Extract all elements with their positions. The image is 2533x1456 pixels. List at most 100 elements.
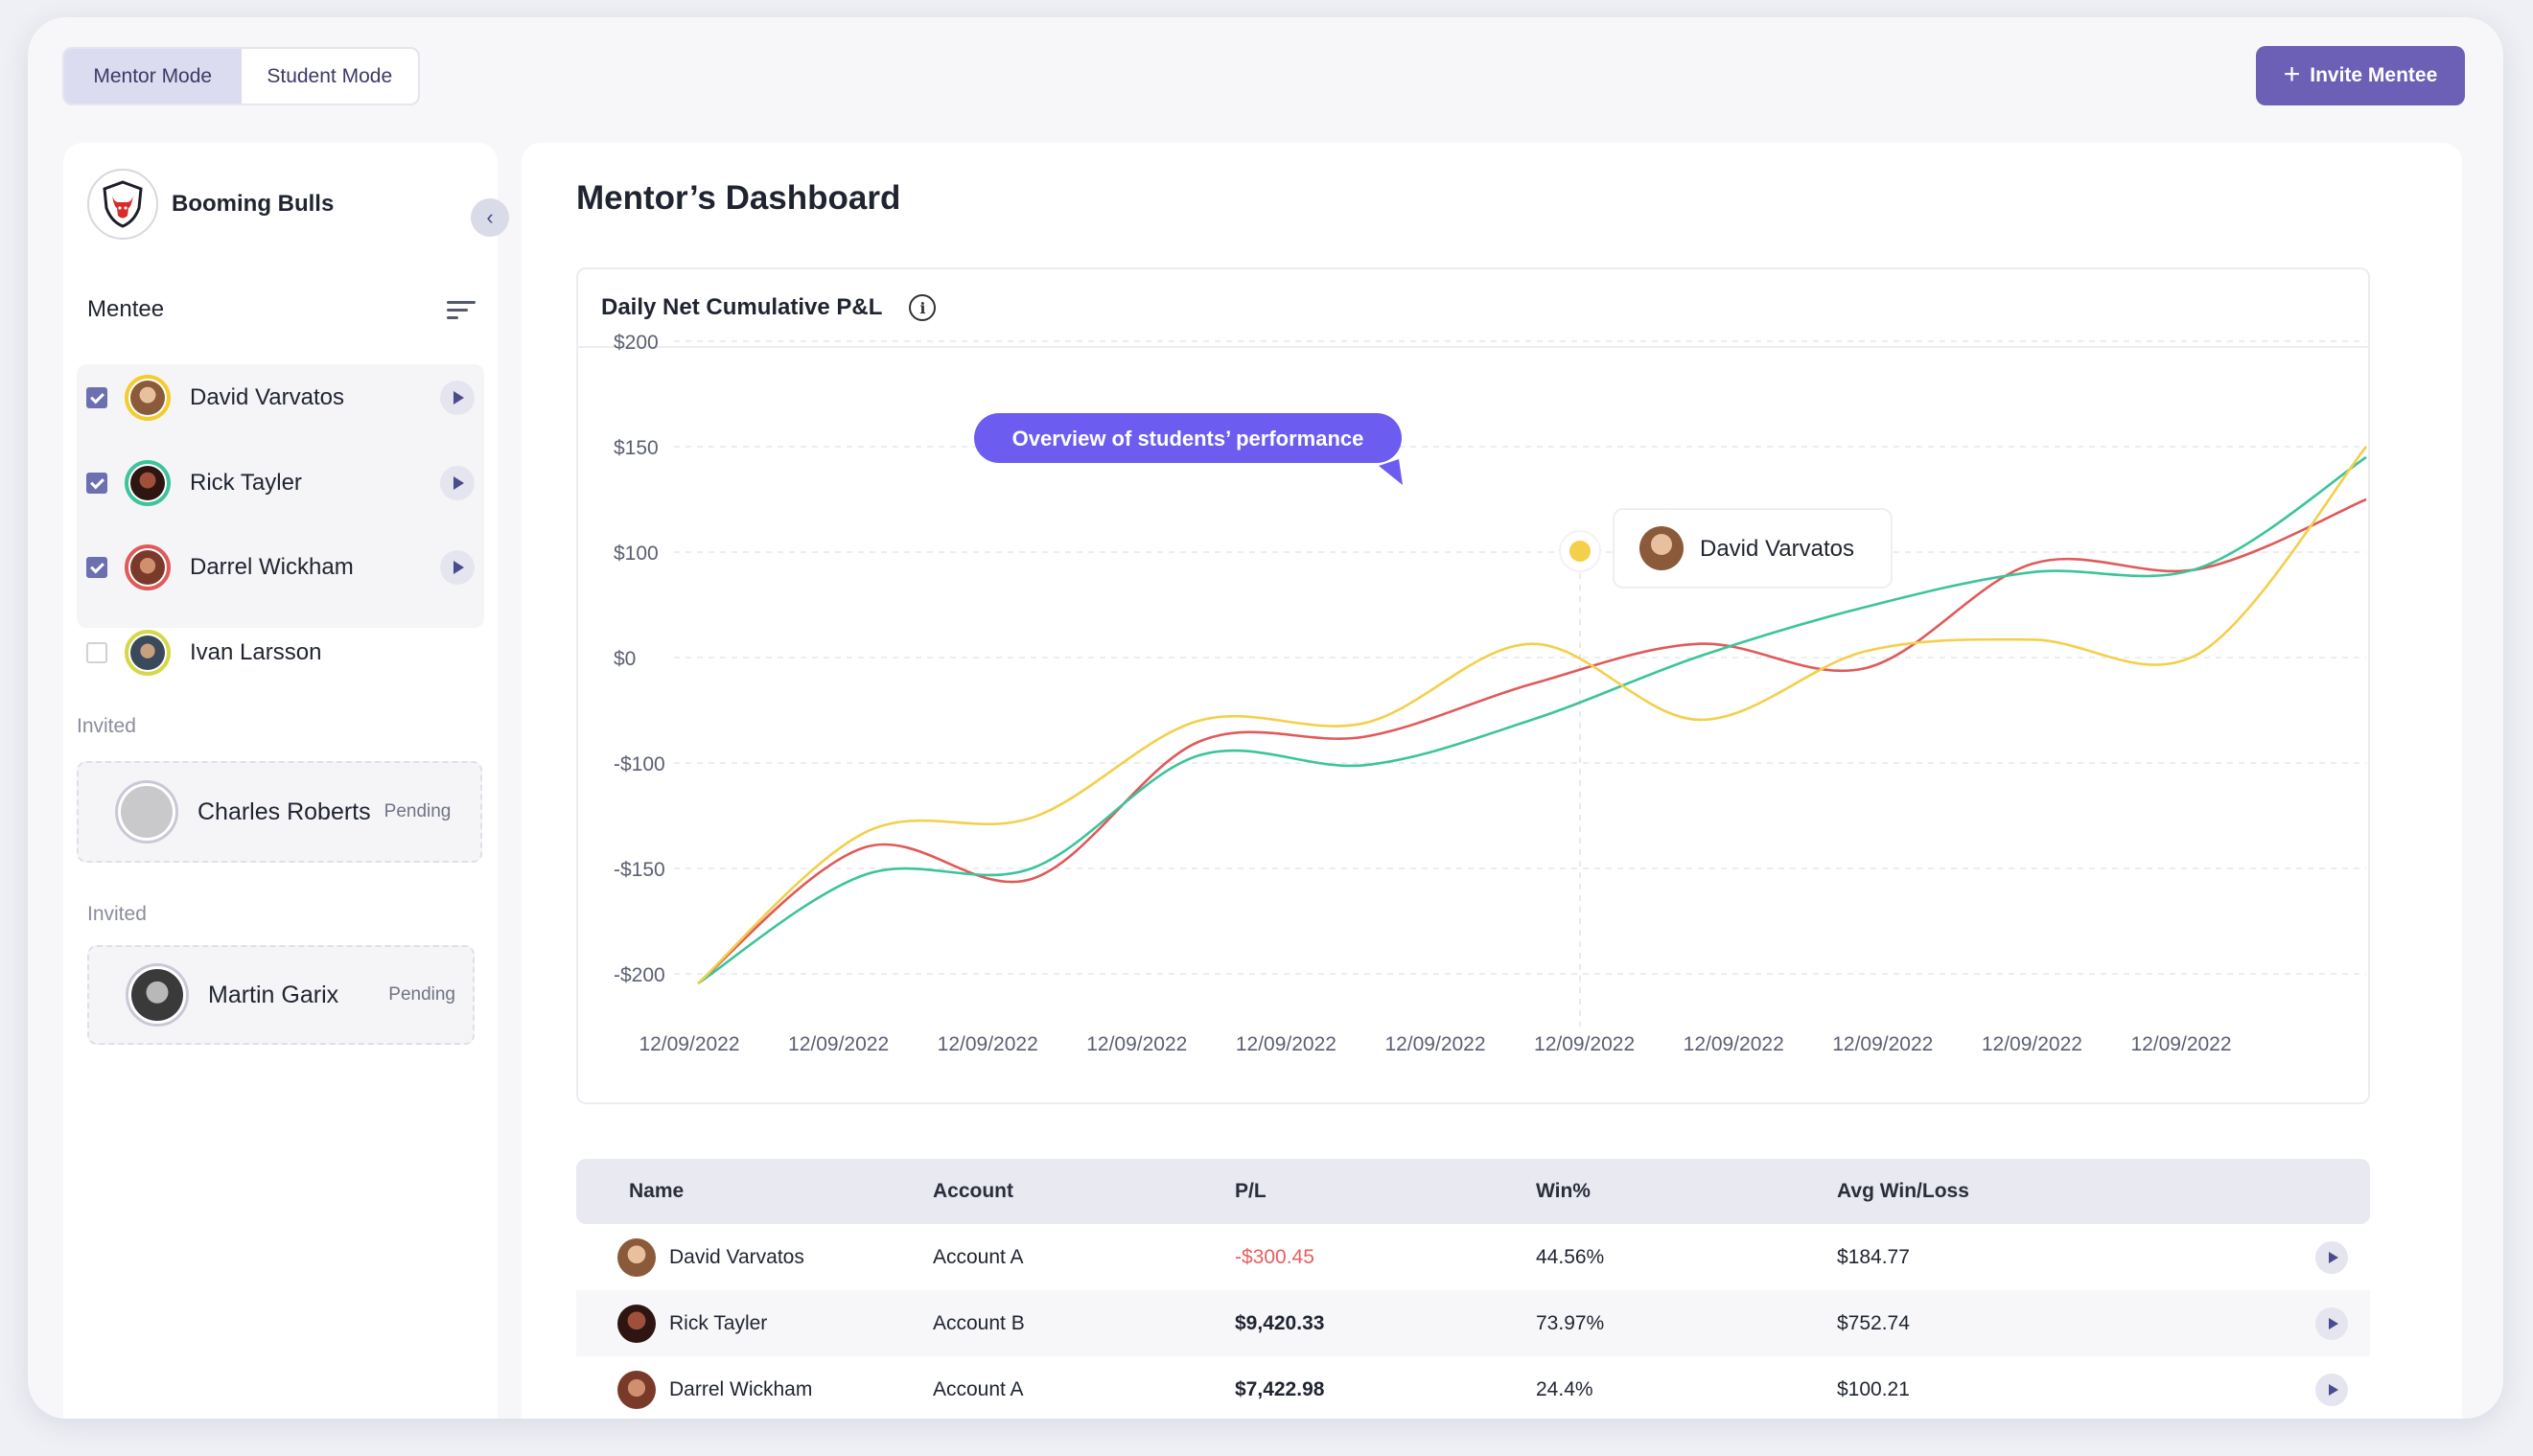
mentee-checkbox[interactable] xyxy=(86,387,107,408)
col-account: Account xyxy=(933,1180,1013,1202)
invited-name: Martin Garix xyxy=(208,981,339,1008)
play-icon[interactable] xyxy=(440,550,475,585)
mentee-header: Mentee xyxy=(87,296,476,323)
student-mode-button[interactable]: Student Mode xyxy=(267,64,393,87)
avatar xyxy=(617,1237,656,1277)
y-tick-label: $100 xyxy=(614,543,659,565)
overview-label: Overview of students’ performance xyxy=(1012,427,1364,451)
mentee-row-darrel[interactable]: Darrel Wickham xyxy=(86,539,475,596)
row-pl: $9,420.33 xyxy=(1235,1311,1325,1334)
series-line-rick-tayler xyxy=(697,455,2367,985)
col-win: Win% xyxy=(1536,1180,1591,1202)
y-tick-label: $0 xyxy=(614,648,636,670)
table-row[interactable]: Rick Tayler Account B $9,420.33 73.97% $… xyxy=(576,1290,2370,1356)
invited-card-charles[interactable]: Charles Roberts Pending xyxy=(77,761,482,863)
overview-pill xyxy=(974,413,1402,463)
y-tick-label: -$200 xyxy=(614,964,665,986)
mentee-checkbox[interactable] xyxy=(86,642,107,663)
table-row[interactable]: Darrel Wickham Account A $7,422.98 24.4%… xyxy=(576,1356,2370,1419)
x-tick-label: 12/09/2022 xyxy=(2130,1033,2231,1055)
row-name: Rick Tayler xyxy=(669,1311,768,1334)
avatar xyxy=(125,630,171,676)
row-win: 24.4% xyxy=(1536,1377,1593,1400)
mentee-row-david[interactable]: David Varvatos xyxy=(86,369,475,427)
invite-mentee-label: Invite Mentee xyxy=(2310,64,2438,86)
row-account: Account B xyxy=(933,1311,1025,1334)
mentee-name: Rick Tayler xyxy=(190,470,302,496)
avatar xyxy=(617,1304,656,1343)
info-icon[interactable]: i xyxy=(909,294,937,321)
x-tick-label: 12/09/2022 xyxy=(1384,1033,1485,1055)
chart-card: Daily Net Cumulative P&L i $200 $150 $100 $… xyxy=(576,267,2370,1104)
pending-badge: Pending xyxy=(383,801,452,821)
pl-line-chart: $200 $150 $100 $0 -$100 -$150 -$200 12/09/2022 1… xyxy=(614,332,2368,1055)
mentee-name: Darrel Wickham xyxy=(190,554,354,580)
play-icon[interactable] xyxy=(2315,1240,2348,1274)
shield-bull-icon xyxy=(103,180,143,228)
x-tick-label: 12/09/2022 xyxy=(1236,1033,1336,1055)
series-line-darrel-wickham xyxy=(697,497,2367,985)
page-title: Mentor’s Dashboard xyxy=(576,179,901,217)
col-avg: Avg Win/Loss xyxy=(1837,1180,1969,1202)
table-row[interactable]: David Varvatos Account A -$300.45 44.56%… xyxy=(576,1224,2370,1290)
x-tick-label: 12/09/2022 xyxy=(1982,1033,2082,1055)
x-tick-label: 12/09/2022 xyxy=(1534,1033,1635,1055)
avatar xyxy=(126,963,189,1027)
row-win: 73.97% xyxy=(1536,1311,1605,1334)
mentee-checkbox[interactable] xyxy=(86,473,107,494)
y-tick-label: -$100 xyxy=(614,753,665,775)
hover-point xyxy=(1569,541,1591,562)
invited-label: Invited xyxy=(87,903,147,925)
sidebar: Booming Bulls ‹ Mentee David Varvatos Ri… xyxy=(63,143,509,1419)
row-pl: $7,422.98 xyxy=(1235,1377,1325,1400)
series-line-david-varvatos xyxy=(697,446,2368,984)
app-window: Mentor Mode Student Mode + Invite Mentee… xyxy=(28,17,2503,1419)
mode-toggle: Mentor Mode Student Mode xyxy=(62,47,420,105)
mentor-mode-button[interactable]: Mentor Mode xyxy=(64,49,242,104)
plus-icon: + xyxy=(2283,58,2301,90)
row-account: Account A xyxy=(933,1377,1024,1400)
brand-logo xyxy=(87,169,158,240)
invited-card-martin[interactable]: Martin Garix Pending xyxy=(87,945,475,1045)
mentee-name: David Varvatos xyxy=(190,384,344,410)
x-tick-label: 12/09/2022 xyxy=(1086,1033,1187,1055)
row-win: 44.56% xyxy=(1536,1245,1605,1268)
row-name: David Varvatos xyxy=(669,1245,804,1268)
invited-name: Charles Roberts xyxy=(198,797,371,825)
play-icon[interactable] xyxy=(440,466,475,500)
mentee-title: Mentee xyxy=(87,296,165,322)
chart-title: Daily Net Cumulative P&L xyxy=(601,294,883,320)
x-tick-label: 12/09/2022 xyxy=(788,1033,889,1055)
x-tick-label: 12/09/2022 xyxy=(639,1033,739,1055)
avatar xyxy=(617,1370,656,1409)
mentee-row-ivan[interactable]: Ivan Larsson xyxy=(86,624,475,682)
mentee-name: Ivan Larsson xyxy=(190,639,322,665)
row-avg: $752.74 xyxy=(1837,1311,1910,1334)
avatar xyxy=(125,460,171,506)
play-icon[interactable] xyxy=(440,381,475,415)
cursor-arrow-icon xyxy=(1379,459,1403,485)
col-pl: P/L xyxy=(1235,1180,1266,1202)
avatar xyxy=(125,544,171,590)
y-tick-label: $200 xyxy=(614,332,659,354)
brand-name: Booming Bulls xyxy=(172,191,335,217)
x-tick-label: 12/09/2022 xyxy=(1832,1033,1933,1055)
avatar xyxy=(115,780,178,844)
x-tick-label: 12/09/2022 xyxy=(1684,1033,1784,1055)
x-tick-label: 12/09/2022 xyxy=(938,1033,1038,1055)
mentee-checkbox[interactable] xyxy=(86,557,107,578)
play-icon[interactable] xyxy=(2315,1306,2348,1340)
invited-label: Invited xyxy=(77,715,136,737)
y-tick-label: -$150 xyxy=(614,859,665,881)
avatar-face xyxy=(1651,534,1672,555)
row-pl: -$300.45 xyxy=(1235,1245,1314,1268)
chevron-left-icon: ‹ xyxy=(486,205,494,229)
hover-tooltip xyxy=(1613,508,1893,589)
invite-mentee-button[interactable]: + Invite Mentee xyxy=(2256,46,2465,105)
avatar xyxy=(125,375,171,421)
sort-filter-icon[interactable] xyxy=(447,299,476,320)
mentee-row-rick[interactable]: Rick Tayler xyxy=(86,454,475,512)
collapse-sidebar-button[interactable]: ‹ xyxy=(471,198,509,237)
row-account: Account A xyxy=(933,1245,1024,1268)
play-icon[interactable] xyxy=(2315,1373,2348,1406)
